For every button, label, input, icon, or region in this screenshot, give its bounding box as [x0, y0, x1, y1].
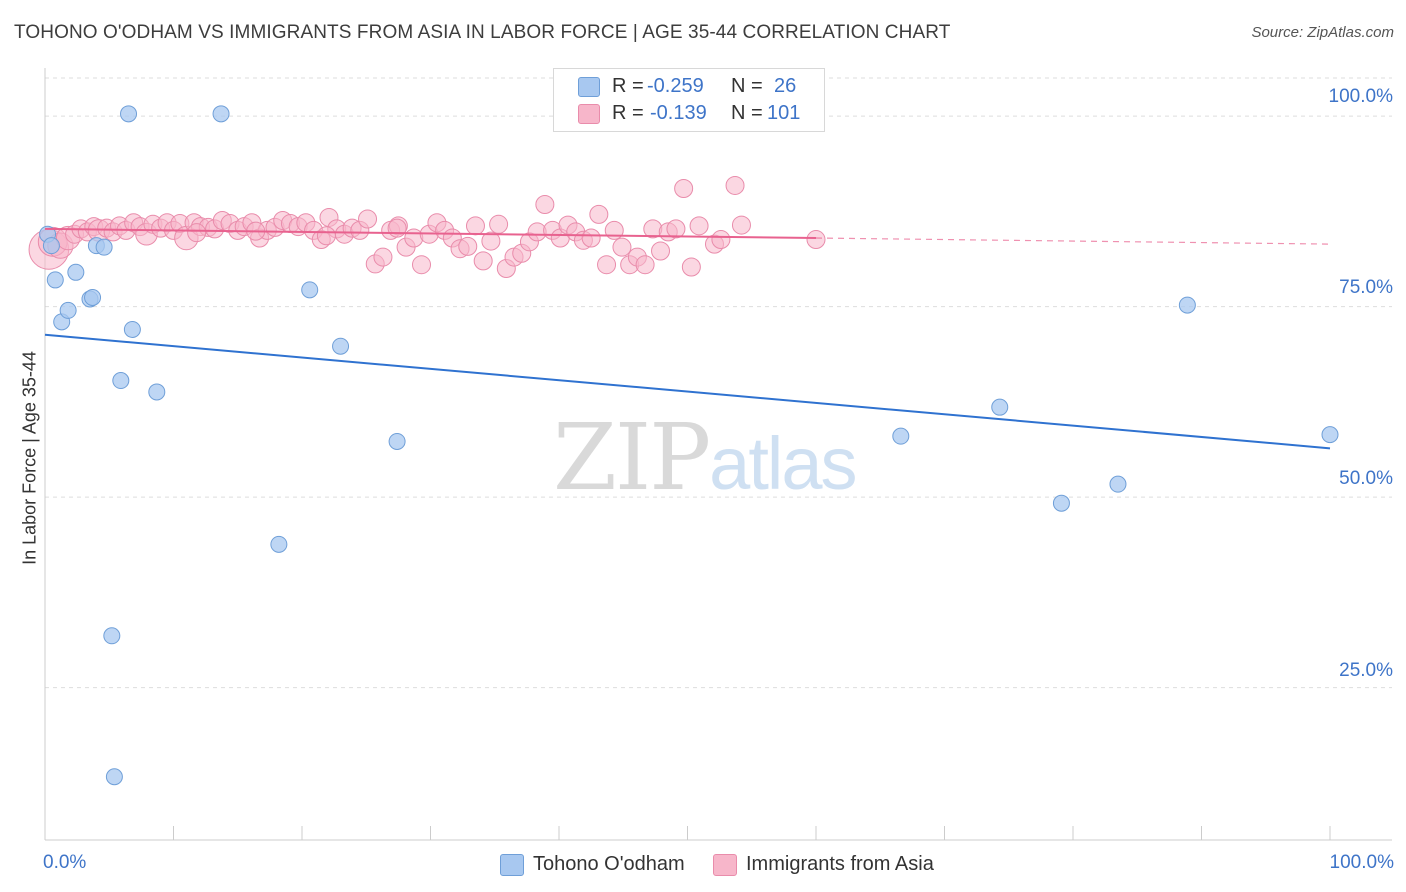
data-point-tohono	[105, 768, 123, 786]
data-point-tohono	[388, 432, 406, 450]
legend-n-value: 26	[774, 75, 797, 97]
data-point-tohono	[148, 383, 166, 401]
data-point-tohono	[95, 238, 113, 256]
x-tick-label-max: 100.0%	[1329, 852, 1394, 873]
data-point-asia	[681, 257, 701, 277]
data-point-tohono	[1321, 426, 1339, 444]
data-point-asia	[689, 216, 709, 236]
data-point-tohono	[301, 281, 319, 299]
data-point-tohono	[120, 105, 138, 123]
trendline-asia-extension	[815, 237, 1331, 245]
data-point-tohono	[1178, 296, 1196, 314]
legend-n-value: 101	[767, 102, 801, 124]
series-name-asia: Immigrants from Asia	[746, 853, 934, 875]
data-point-asia	[806, 230, 826, 250]
data-point-asia	[316, 226, 336, 246]
data-point-asia	[458, 236, 478, 256]
legend-n-label: N =	[731, 75, 763, 97]
data-point-asia	[635, 255, 655, 275]
data-point-asia	[465, 216, 485, 236]
data-point-asia	[725, 175, 745, 195]
data-point-asia	[581, 228, 601, 248]
data-point-asia	[612, 237, 632, 257]
data-point-asia	[387, 218, 407, 238]
legend-r-label: R =	[612, 102, 644, 124]
data-point-tohono	[123, 320, 141, 338]
data-point-tohono	[1109, 475, 1127, 493]
data-point-tohono	[103, 627, 121, 645]
data-point-tohono	[991, 398, 1009, 416]
data-point-tohono	[1052, 494, 1070, 512]
data-point-tohono	[84, 288, 102, 306]
data-point-asia	[187, 223, 207, 243]
legend-swatch-tohono	[578, 77, 600, 97]
data-point-tohono	[892, 427, 910, 445]
data-point-tohono	[112, 372, 130, 390]
chart-title: TOHONO O'ODHAM VS IMMIGRANTS FROM ASIA I…	[14, 22, 951, 43]
data-point-tohono	[212, 105, 230, 123]
data-point-asia	[535, 194, 555, 214]
data-point-tohono	[59, 301, 77, 319]
watermark-atlas: atlas	[709, 422, 857, 505]
data-point-asia	[711, 230, 731, 250]
source-label: Source: ZipAtlas.com	[1251, 24, 1394, 41]
data-point-tohono	[46, 271, 64, 289]
legend-r-value: -0.259	[647, 75, 704, 97]
trendline-asia	[44, 227, 817, 240]
y-tick-label-100: 100.0%	[1328, 86, 1393, 107]
data-point-asia	[597, 255, 617, 275]
series-swatch-asia	[713, 854, 737, 876]
data-point-asia	[481, 231, 501, 251]
trendline-tohono	[44, 333, 1331, 450]
x-tick-label-min: 0.0%	[43, 852, 87, 873]
data-point-asia	[731, 215, 751, 235]
series-swatch-tohono	[500, 854, 524, 876]
data-point-tohono	[332, 337, 350, 355]
data-point-asia	[358, 209, 378, 229]
data-point-tohono	[67, 263, 85, 281]
data-point-asia	[589, 204, 609, 224]
series-name-tohono: Tohono O'odham	[533, 853, 685, 875]
data-point-asia	[373, 247, 393, 267]
data-point-tohono	[270, 535, 288, 553]
data-point-asia	[489, 214, 509, 234]
data-point-asia	[666, 219, 686, 239]
stats-legend: R = -0.259 N = 26 R = -0.139 N = 101	[553, 68, 825, 132]
watermark-zip: ZIP	[553, 404, 711, 511]
legend-r-value: -0.139	[650, 102, 707, 124]
data-point-asia	[674, 178, 694, 198]
data-point-asia	[473, 251, 493, 271]
legend-swatch-asia	[578, 104, 600, 124]
y-tick-label-50: 50.0%	[1339, 468, 1393, 489]
data-point-asia	[651, 241, 671, 261]
data-point-tohono	[42, 237, 60, 255]
y-tick-label-25: 25.0%	[1339, 660, 1393, 681]
y-axis-label: In Labor Force | Age 35-44	[19, 351, 40, 565]
y-tick-label-75: 75.0%	[1339, 277, 1393, 298]
legend-n-label: N =	[731, 102, 763, 124]
data-point-asia	[412, 255, 432, 275]
watermark: ZIPatlas	[553, 398, 857, 513]
legend-r-label: R =	[612, 75, 644, 97]
